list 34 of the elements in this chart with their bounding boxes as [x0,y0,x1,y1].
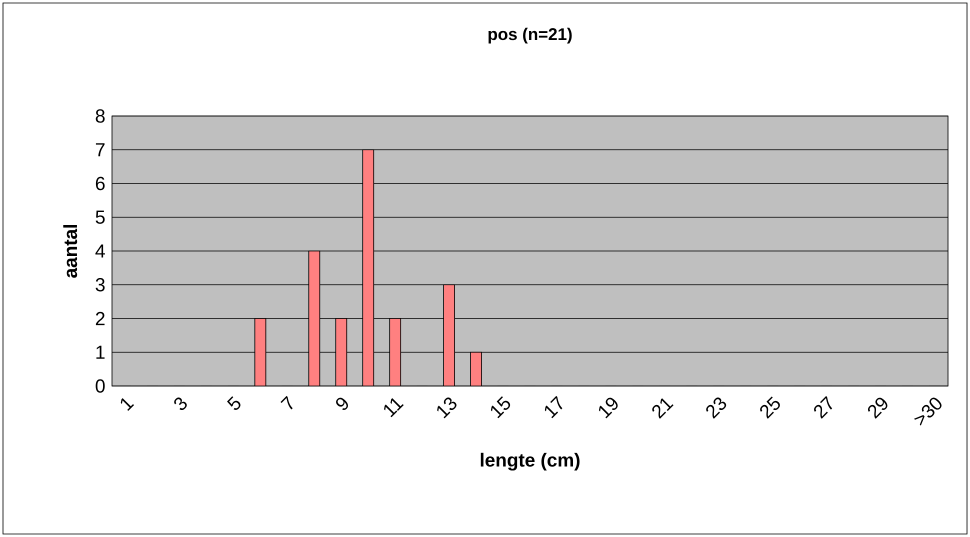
y-tick-label: 8 [96,109,105,123]
x-tick-label: 11 [384,398,404,418]
y-tick-label: 3 [96,278,105,292]
y-tick-label: 0 [96,379,105,393]
x-tick-label: 27 [814,396,832,419]
x-tick-label: 21 [652,398,674,419]
bar [308,250,320,386]
y-tick-label: 5 [96,210,105,224]
x-tick-label: 7 [280,396,293,410]
bar [443,284,455,386]
bar [254,318,266,386]
bar [362,149,374,386]
x-tick-label: 29 [868,398,888,419]
y-tick-label: 2 [96,312,105,326]
bar [335,318,348,386]
bar [389,318,402,386]
x-tick-label: 5 [227,396,240,410]
y-axis-title: aantal [63,224,78,278]
x-tick-label: 17 [544,396,562,418]
chart-title: pos (n=21) [488,28,572,44]
x-tick-label: 13 [437,397,456,418]
x-tick-label: >30 [914,398,942,426]
x-tick-label: 25 [760,396,780,419]
x-tick-label: 15 [490,396,510,418]
x-tick-label: 19 [598,398,618,418]
y-tick-label: 6 [96,176,105,190]
y-tick-label: 1 [96,346,105,359]
x-tick-label: 9 [336,398,348,410]
x-axis-title: lengte (cm) [480,452,580,471]
x-tick-label: 3 [174,397,187,410]
y-tick-label: 7 [96,143,105,156]
x-tick-label: 23 [706,397,726,419]
y-tick-label: 4 [95,244,105,258]
x-tick-label: 1 [120,398,134,411]
